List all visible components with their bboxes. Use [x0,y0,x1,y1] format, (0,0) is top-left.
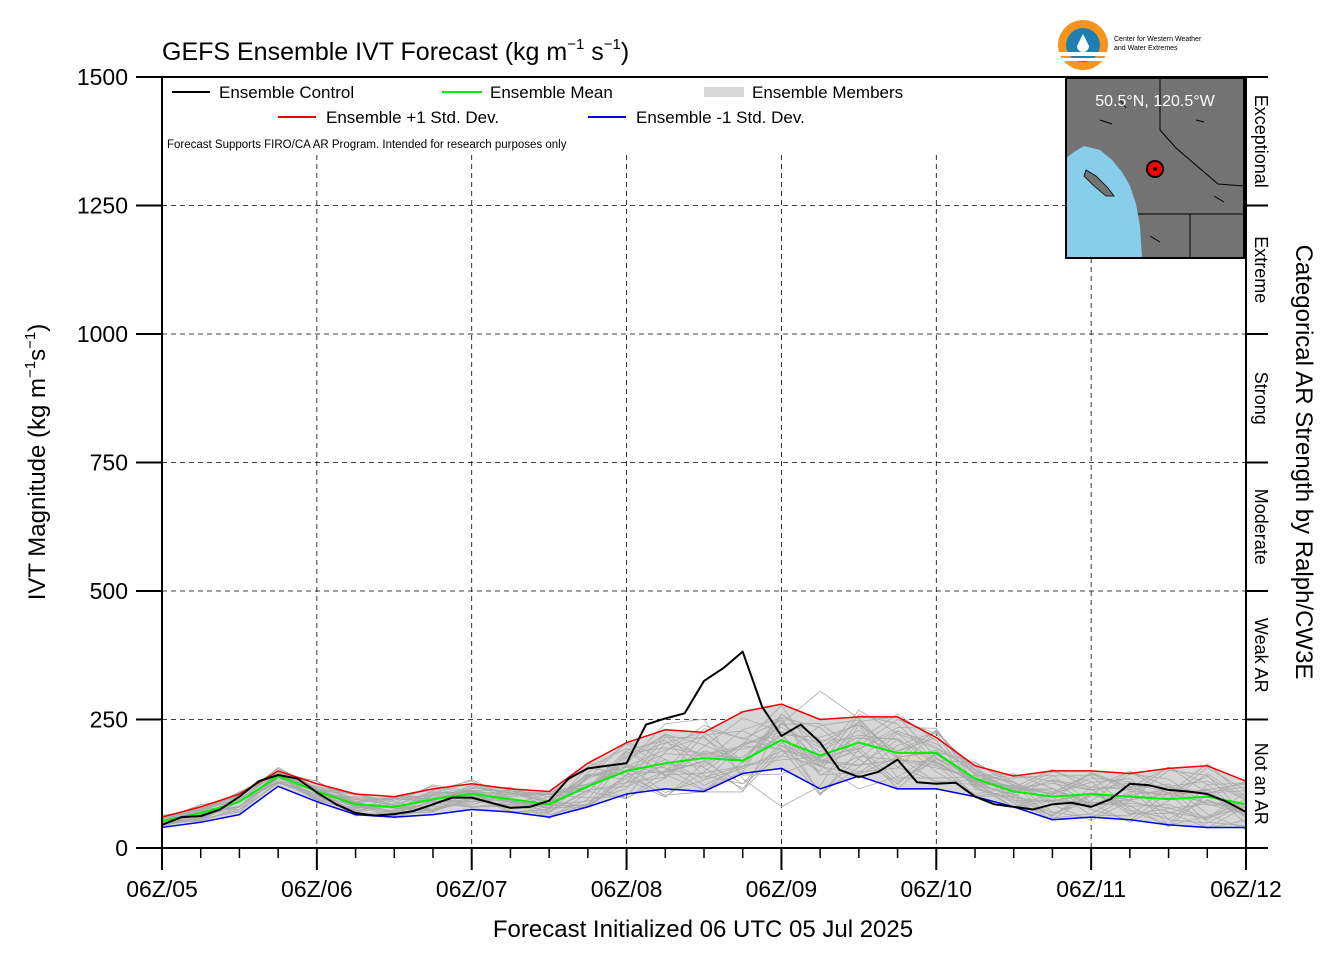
ensemble-member-line [161,723,1247,822]
x-tick-label: 06Z/10 [900,876,972,902]
x-tick-label: 06Z/12 [1210,876,1282,902]
ensemble-member-line [161,730,1247,821]
legend: Ensemble Control Ensemble Mean Ensemble … [167,83,903,151]
plus_std-line [161,703,1247,818]
x-tick-label: 06Z/08 [591,876,663,902]
legend-members-label: Ensemble Members [752,83,903,102]
y-axis-label: IVT Magnitude (kg m−1s−1) [22,324,51,601]
legend-plus-std-label: Ensemble +1 Std. Dev. [326,108,499,127]
x-tick-label: 06Z/11 [1056,876,1126,902]
y-tick-label: 1250 [77,193,128,219]
logo-drop-icon [1077,34,1089,52]
x-tick-label: 06Z/05 [126,876,198,902]
minus_std-line [161,767,1246,829]
control-line [161,650,1247,826]
y-tick-label: 750 [90,450,128,476]
x-tick-label: 06Z/09 [746,876,818,902]
chart-title: GEFS Ensemble IVT Forecast (kg m−1 s−1) [162,36,629,66]
x-tick-label: 06Z/07 [436,876,508,902]
ensemble-member-line [161,719,1247,825]
plot-area [161,155,1247,848]
y-tick-label: 1500 [77,64,128,90]
mean-line [161,739,1247,823]
category-label: Exceptional [1251,95,1271,188]
ensemble-member-line [161,722,1247,829]
disclaimer-note: Forecast Supports FIRO/CA AR Program. In… [167,139,567,151]
x-axis-label: Forecast Initialized 06 UTC 05 Jul 2025 [493,916,913,943]
legend-minus-std-label: Ensemble -1 Std. Dev. [636,108,805,127]
inset-location-label: 50.5°N, 120.5°W [1095,93,1215,110]
category-label: Weak AR [1251,618,1271,693]
logo-text-line2: and Water Extremes [1114,45,1178,52]
cw3e-logo: Center for Western Weather and Water Ext… [1058,20,1202,70]
y-tick-label: 500 [90,578,128,604]
y-tick-label: 0 [115,835,128,861]
category-label: Moderate [1251,489,1271,565]
ensemble-member-line [161,730,1247,828]
location-inset-map: 50.5°N, 120.5°W [1065,77,1245,259]
right-axis-label: Categorical AR Strength by Ralph/CW3E [1290,245,1317,680]
category-label: Extreme [1251,236,1271,303]
y-tick-label: 1000 [77,321,128,347]
legend-members-swatch [704,87,744,97]
legend-control-label: Ensemble Control [219,83,354,102]
ensemble-member-line [161,714,1247,826]
category-label: Not an AR [1251,743,1271,825]
ensemble-member-line [161,731,1247,821]
std-dev-band [162,704,1246,828]
logo-text-line1: Center for Western Weather [1114,36,1202,43]
category-label: Strong [1251,372,1271,425]
y-tick-label: 250 [90,707,128,733]
legend-mean-label: Ensemble Mean [490,83,613,102]
x-tick-label: 06Z/06 [281,876,353,902]
